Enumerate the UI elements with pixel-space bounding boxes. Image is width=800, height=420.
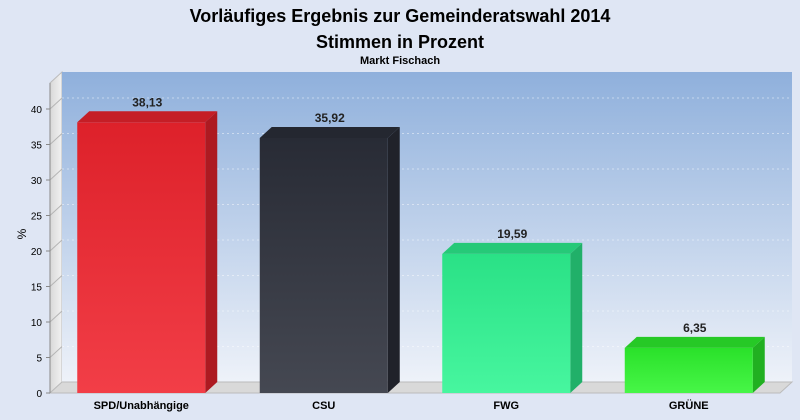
gridline-side — [49, 168, 63, 181]
bar-top — [624, 336, 765, 348]
bars — [77, 111, 765, 393]
gridline-side — [49, 133, 63, 145]
y-tick-label: 35 — [31, 141, 43, 152]
bar-side — [752, 336, 765, 393]
gridline-side — [49, 310, 63, 323]
bar-front — [624, 347, 753, 393]
bar-front — [442, 253, 571, 393]
bar-value-label: 19,59 — [497, 227, 527, 241]
y-tick-label: 30 — [31, 176, 43, 187]
bar-top — [442, 242, 583, 254]
chart-subtitle: Markt Fischach — [360, 55, 440, 67]
gridline-side — [49, 204, 63, 216]
bar-front — [77, 122, 206, 393]
y-tick-label: 5 — [36, 354, 42, 365]
y-tick-label: 20 — [31, 247, 43, 258]
y-tick-label: 25 — [31, 212, 43, 223]
x-tick-label: GRÜNE — [669, 399, 709, 412]
labels: 38,13 SPD/Unabhängige 35,92 CSU 19,59 FWG 6,35… — [94, 95, 709, 412]
y-axis-label: % — [15, 228, 29, 239]
chart-title-line2: Stimmen in Prozent — [316, 32, 484, 52]
y-axis: 0 5 10 15 20 25 30 35 40 — [31, 83, 51, 400]
gridline-side — [49, 97, 63, 110]
bar-value-label: 35,92 — [315, 111, 345, 125]
bar — [77, 111, 218, 393]
bar-side — [205, 111, 218, 393]
bar — [442, 242, 583, 393]
plot-side-wall — [49, 70, 63, 395]
gridline-side — [49, 275, 63, 287]
y-tick-label: 0 — [36, 389, 42, 400]
y-tick-label: 10 — [31, 318, 43, 329]
bar-front — [259, 137, 388, 393]
bar-value-label: 6,35 — [683, 321, 707, 335]
bar-value-label: 38,13 — [132, 95, 162, 109]
bar — [624, 336, 765, 393]
x-tick-label: CSU — [312, 400, 335, 412]
bar-top — [259, 126, 400, 138]
x-tick-label: SPD/Unabhängige — [94, 400, 189, 412]
y-tick-label: 15 — [31, 283, 43, 294]
chart-title-line1: Vorläufiges Ergebnis zur Gemeinderatswah… — [190, 6, 611, 26]
gridline-side — [49, 346, 63, 358]
bar-side — [387, 126, 400, 393]
gridline-side — [49, 239, 63, 252]
bar-top — [77, 111, 218, 123]
bar — [259, 126, 400, 393]
x-tick-label: FWG — [493, 400, 519, 412]
y-tick-label: 40 — [31, 105, 43, 116]
bar-side — [570, 242, 583, 393]
